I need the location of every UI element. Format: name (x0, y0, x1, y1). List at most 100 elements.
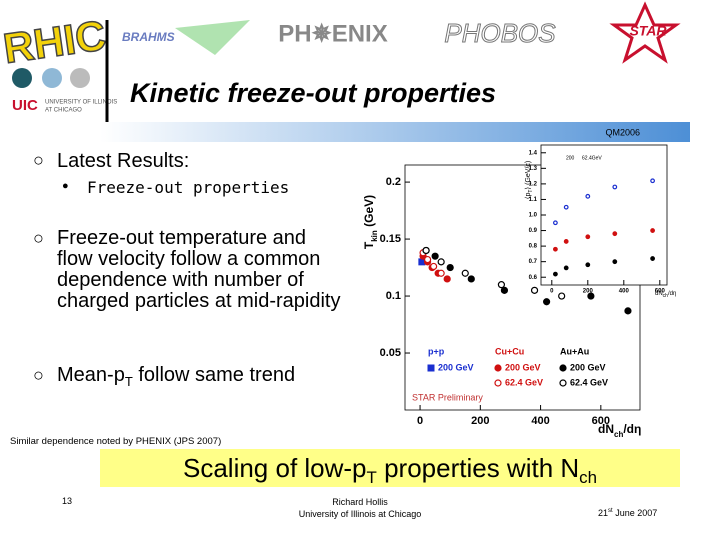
point (585, 193, 591, 199)
point (563, 204, 569, 210)
legend-title: p+p (428, 346, 445, 356)
legend-marker (427, 364, 435, 372)
legend-title: Au+Au (560, 346, 589, 356)
legend-label: 62.4 GeV (505, 377, 543, 387)
point (423, 255, 432, 264)
bullet: Freeze-out temperature and flow velocity… (57, 227, 341, 312)
legend-label: 62.4 GeV (570, 377, 608, 387)
axis-label: dNch/dη (655, 291, 676, 300)
legend-label: 200 GeV (438, 362, 474, 372)
phobos-logo: PHOBOS (444, 18, 556, 48)
logo-dot (12, 68, 32, 88)
point (553, 220, 558, 226)
conference-bar (100, 122, 690, 142)
point (587, 292, 595, 300)
point (650, 178, 655, 184)
point (443, 275, 451, 283)
bullet: Latest Results: (57, 150, 190, 172)
footer-date: 21st June 2007 (598, 508, 657, 518)
point (553, 271, 558, 277)
logo-dot (42, 68, 62, 88)
axis-label-part: ch (614, 430, 623, 439)
point (497, 281, 506, 289)
x-tick-label: 600 (592, 415, 610, 427)
x-tick-label: 0 (550, 289, 554, 295)
y-tick-label: 0.8 (529, 244, 538, 250)
axis-label-part: (GeV) (362, 195, 376, 230)
point (553, 246, 558, 252)
y-tick-label: 0.1 (386, 290, 401, 302)
axis-label-part: dN (655, 291, 663, 297)
y-tick-label: 0.2 (386, 176, 401, 188)
legend-marker (494, 379, 502, 387)
point (430, 262, 438, 271)
affiliation: University of Illinois at Chicago (298, 509, 422, 519)
point (585, 234, 591, 240)
text: ch (579, 468, 598, 488)
star-logo: STAR (629, 23, 667, 39)
y-tick-label: 1.2 (529, 181, 538, 187)
uic-sub: UNIVERSITY OF ILLINOIS (45, 100, 117, 106)
point (431, 252, 439, 260)
text: Scaling of low-p (182, 453, 367, 483)
page-number: 13 (62, 496, 73, 506)
axis-label: dNch/dη (598, 422, 641, 438)
brahms-logo: BRAHMS (122, 30, 175, 44)
legend-marker (559, 364, 567, 372)
axis-label-part: T (528, 190, 534, 193)
point (612, 231, 618, 237)
bullet-marker: ○ (33, 228, 44, 248)
brahms-shape (175, 20, 250, 55)
axis-label-part: ch (663, 293, 669, 299)
legend-label: 200 GeV (505, 362, 541, 372)
point (650, 228, 655, 233)
text: follow same trend (132, 364, 296, 386)
axis-label: Tkin (GeV) (362, 195, 378, 249)
point (446, 263, 454, 272)
author: Richard Hollis (332, 497, 388, 507)
legend-title: Cu+Cu (495, 346, 524, 356)
axis-label-part: T (362, 241, 376, 249)
point (612, 184, 618, 190)
sub-bullet-marker: ● (62, 180, 69, 192)
y-tick-label: 0.05 (380, 347, 401, 359)
legend-marker (559, 379, 567, 387)
point (437, 258, 445, 266)
point (585, 262, 591, 268)
point (558, 292, 566, 300)
banner: Scaling of low-pT properties with Nch (100, 449, 680, 487)
x-tick-label: 600 (655, 289, 666, 295)
uic-sub: AT CHICAGO (45, 108, 82, 114)
point (422, 246, 430, 255)
bullet-marker: ○ (33, 365, 44, 385)
point (612, 259, 618, 265)
point (418, 258, 426, 266)
point (543, 298, 551, 306)
rhic-logo: RHIC (0, 11, 108, 72)
footer-author: Richard Hollis University of Illinois at … (260, 496, 460, 520)
text: T (124, 374, 133, 389)
axis-label-part: ⟨p (524, 193, 532, 200)
y-tick-label: 0.6 (529, 275, 538, 281)
axis-label: ⟨pT⟩ (GeV/c) (524, 161, 534, 199)
phenix-logo: PH✵ENIX (278, 20, 387, 47)
axis-label-part: kin (370, 230, 379, 242)
x-tick-label: 200 (471, 415, 489, 427)
y-tick-label: 0.7 (529, 259, 538, 265)
y-tick-label: 1.0 (529, 213, 538, 219)
text: properties with N (376, 453, 580, 483)
energy-label: 62.4GeV (582, 155, 602, 161)
y-tick-label: 1.3 (529, 166, 538, 172)
point (437, 269, 445, 277)
text: 21 (598, 508, 609, 518)
conference: QM2006 (605, 127, 640, 137)
bullet-marker: ○ (33, 150, 44, 170)
point (624, 307, 632, 315)
axis-label-part: /dη (623, 422, 641, 436)
axis-label-part: ⟩ (GeV/c) (524, 161, 532, 190)
point (530, 286, 539, 294)
text: T (366, 468, 377, 488)
